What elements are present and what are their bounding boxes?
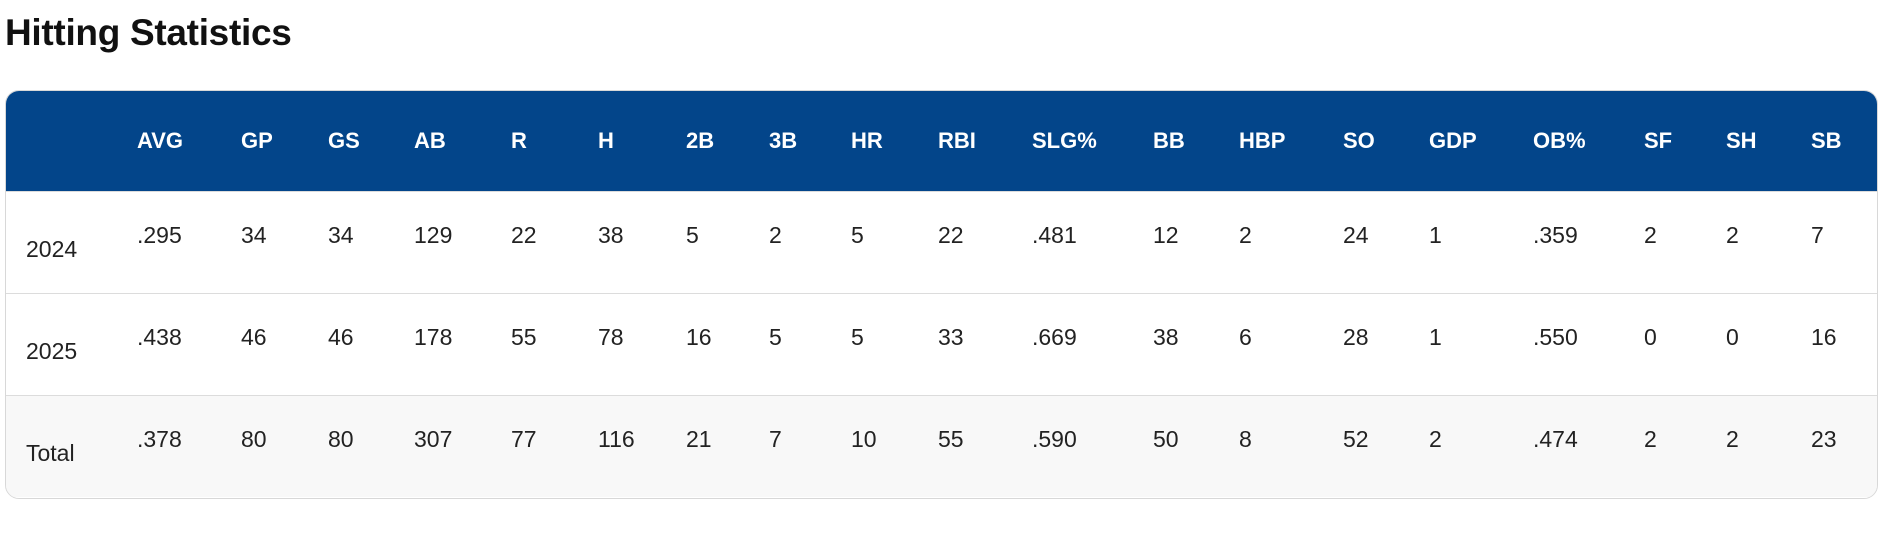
cell-r: 55 (511, 323, 537, 350)
cell-bb: 50 (1153, 425, 1179, 452)
column-header-bb: BB (1153, 127, 1185, 153)
cell-3b: 2 (769, 221, 782, 248)
cell-3b: 7 (769, 425, 782, 452)
column-header-ob: OB% (1533, 127, 1586, 153)
cell-avg: .378 (137, 425, 182, 452)
column-header-h: H (598, 127, 614, 153)
row-label: 2025 (26, 337, 78, 364)
cell-sf: 2 (1644, 221, 1657, 248)
cell-r: 22 (511, 221, 537, 248)
hitting-stats-table: AVG GP GS AB R H 2B 3B HR RBI SLG% BB HB… (6, 91, 1877, 497)
cell-2b: 16 (686, 323, 712, 350)
cell-h: 78 (598, 323, 624, 350)
hitting-stats-table-card: AVG GP GS AB R H 2B 3B HR RBI SLG% BB HB… (5, 90, 1878, 499)
cell-bb: 12 (1153, 221, 1179, 248)
cell-slg: .590 (1032, 425, 1077, 452)
cell-3b: 5 (769, 323, 782, 350)
column-header-sf: SF (1644, 127, 1673, 153)
cell-hr: 5 (851, 323, 864, 350)
cell-gp: 34 (241, 221, 267, 248)
cell-ob: .550 (1533, 323, 1578, 350)
cell-hr: 10 (851, 425, 877, 452)
column-header-3b: 3B (769, 127, 798, 153)
column-header-2b: 2B (686, 127, 715, 153)
cell-rbi: 33 (938, 323, 964, 350)
cell-ab: 307 (414, 425, 453, 452)
cell-h: 116 (598, 425, 635, 452)
column-header-gs: GS (328, 127, 360, 153)
cell-sf: 2 (1644, 425, 1657, 452)
column-header-gdp: GDP (1429, 127, 1477, 153)
cell-hbp: 2 (1239, 221, 1252, 248)
cell-2b: 5 (686, 221, 699, 248)
cell-sb: 16 (1811, 323, 1837, 350)
cell-gdp: 1 (1429, 221, 1442, 248)
cell-gp: 80 (241, 425, 267, 452)
cell-hr: 5 (851, 221, 864, 248)
page-title: Hitting Statistics (5, 12, 292, 53)
table-header-row: AVG GP GS AB R H 2B 3B HR RBI SLG% BB HB… (6, 91, 1877, 191)
cell-ab: 129 (414, 221, 453, 248)
cell-sb: 7 (1811, 221, 1824, 248)
row-label: Total (26, 439, 75, 466)
column-header-rbi: RBI (938, 127, 976, 153)
cell-gdp: 2 (1429, 425, 1442, 452)
cell-sb: 23 (1811, 425, 1837, 452)
column-header-ab: AB (414, 127, 446, 153)
cell-2b: 21 (686, 425, 712, 452)
cell-so: 24 (1343, 221, 1369, 248)
cell-avg: .295 (137, 221, 182, 248)
cell-r: 77 (511, 425, 537, 452)
cell-gs: 80 (328, 425, 354, 452)
row-label: 2024 (26, 235, 78, 262)
column-header-hbp: HBP (1239, 127, 1286, 153)
table-row-total: Total .378 80 80 307 77 116 21 7 10 55 .… (6, 395, 1877, 497)
column-header-so: SO (1343, 127, 1375, 153)
cell-gs: 34 (328, 221, 354, 248)
cell-sh: 2 (1726, 221, 1739, 248)
table-row: 2024 .295 34 34 129 22 38 5 2 5 22 .481 … (6, 191, 1877, 293)
column-header-avg: AVG (137, 127, 184, 153)
cell-h: 38 (598, 221, 624, 248)
cell-sf: 0 (1644, 323, 1657, 350)
cell-rbi: 22 (938, 221, 964, 248)
cell-so: 28 (1343, 323, 1369, 350)
cell-gp: 46 (241, 323, 267, 350)
cell-bb: 38 (1153, 323, 1179, 350)
cell-sh: 2 (1726, 425, 1739, 452)
column-header-sh: SH (1726, 127, 1757, 153)
cell-rbi: 55 (938, 425, 964, 452)
cell-slg: .481 (1032, 221, 1077, 248)
cell-sh: 0 (1726, 323, 1739, 350)
cell-ob: .474 (1533, 425, 1578, 452)
column-header-hr: HR (851, 127, 883, 153)
cell-ob: .359 (1533, 221, 1578, 248)
column-header-gp: GP (241, 127, 273, 153)
cell-hbp: 8 (1239, 425, 1252, 452)
cell-gdp: 1 (1429, 323, 1442, 350)
cell-avg: .438 (137, 323, 182, 350)
column-header-r: R (511, 127, 527, 153)
column-header-sb: SB (1811, 127, 1842, 153)
cell-hbp: 6 (1239, 323, 1252, 350)
cell-so: 52 (1343, 425, 1369, 452)
cell-gs: 46 (328, 323, 354, 350)
cell-slg: .669 (1032, 323, 1077, 350)
cell-ab: 178 (414, 323, 453, 350)
table-row: 2025 .438 46 46 178 55 78 16 5 5 33 .669… (6, 293, 1877, 395)
column-header-slg: SLG% (1032, 127, 1097, 153)
column-header-season (6, 91, 137, 191)
